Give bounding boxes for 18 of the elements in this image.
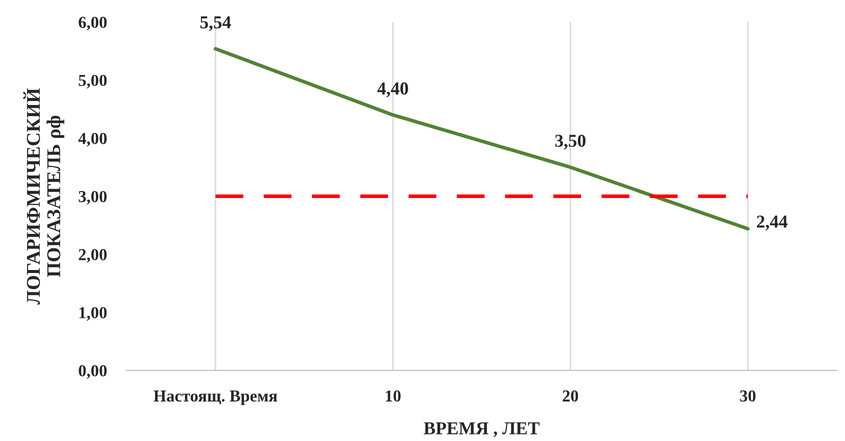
x-tick-label: 30: [740, 390, 756, 402]
x-tick-label: Настоящ. Время: [154, 390, 278, 405]
x-tick-label: 20: [562, 390, 578, 402]
data-label: 3,50: [555, 134, 586, 150]
y-axis-title: ЛОГАРИФМИЧЕСКИЙ ПОКАЗАТЕЛЬ ρф: [23, 88, 64, 305]
data-label: 2,44: [756, 216, 788, 230]
y-tick-label: 2,00: [78, 249, 107, 263]
x-axis-title: ВРЕМЯ , ЛЕТ: [424, 422, 540, 437]
x-tick-label: 10: [386, 390, 401, 402]
y-tick-label: 4,00: [78, 132, 107, 147]
data-label: 5,54: [200, 16, 231, 32]
y-tick-label: 1,00: [79, 307, 107, 321]
y-tick-label: 6,00: [78, 16, 107, 30]
line-series: [214, 47, 750, 230]
y-tick-label: 3,00: [78, 190, 107, 205]
y-tick-label: 0,00: [78, 365, 107, 379]
y-tick-label: 5,00: [78, 74, 107, 88]
data-label: 4,40: [377, 82, 408, 98]
